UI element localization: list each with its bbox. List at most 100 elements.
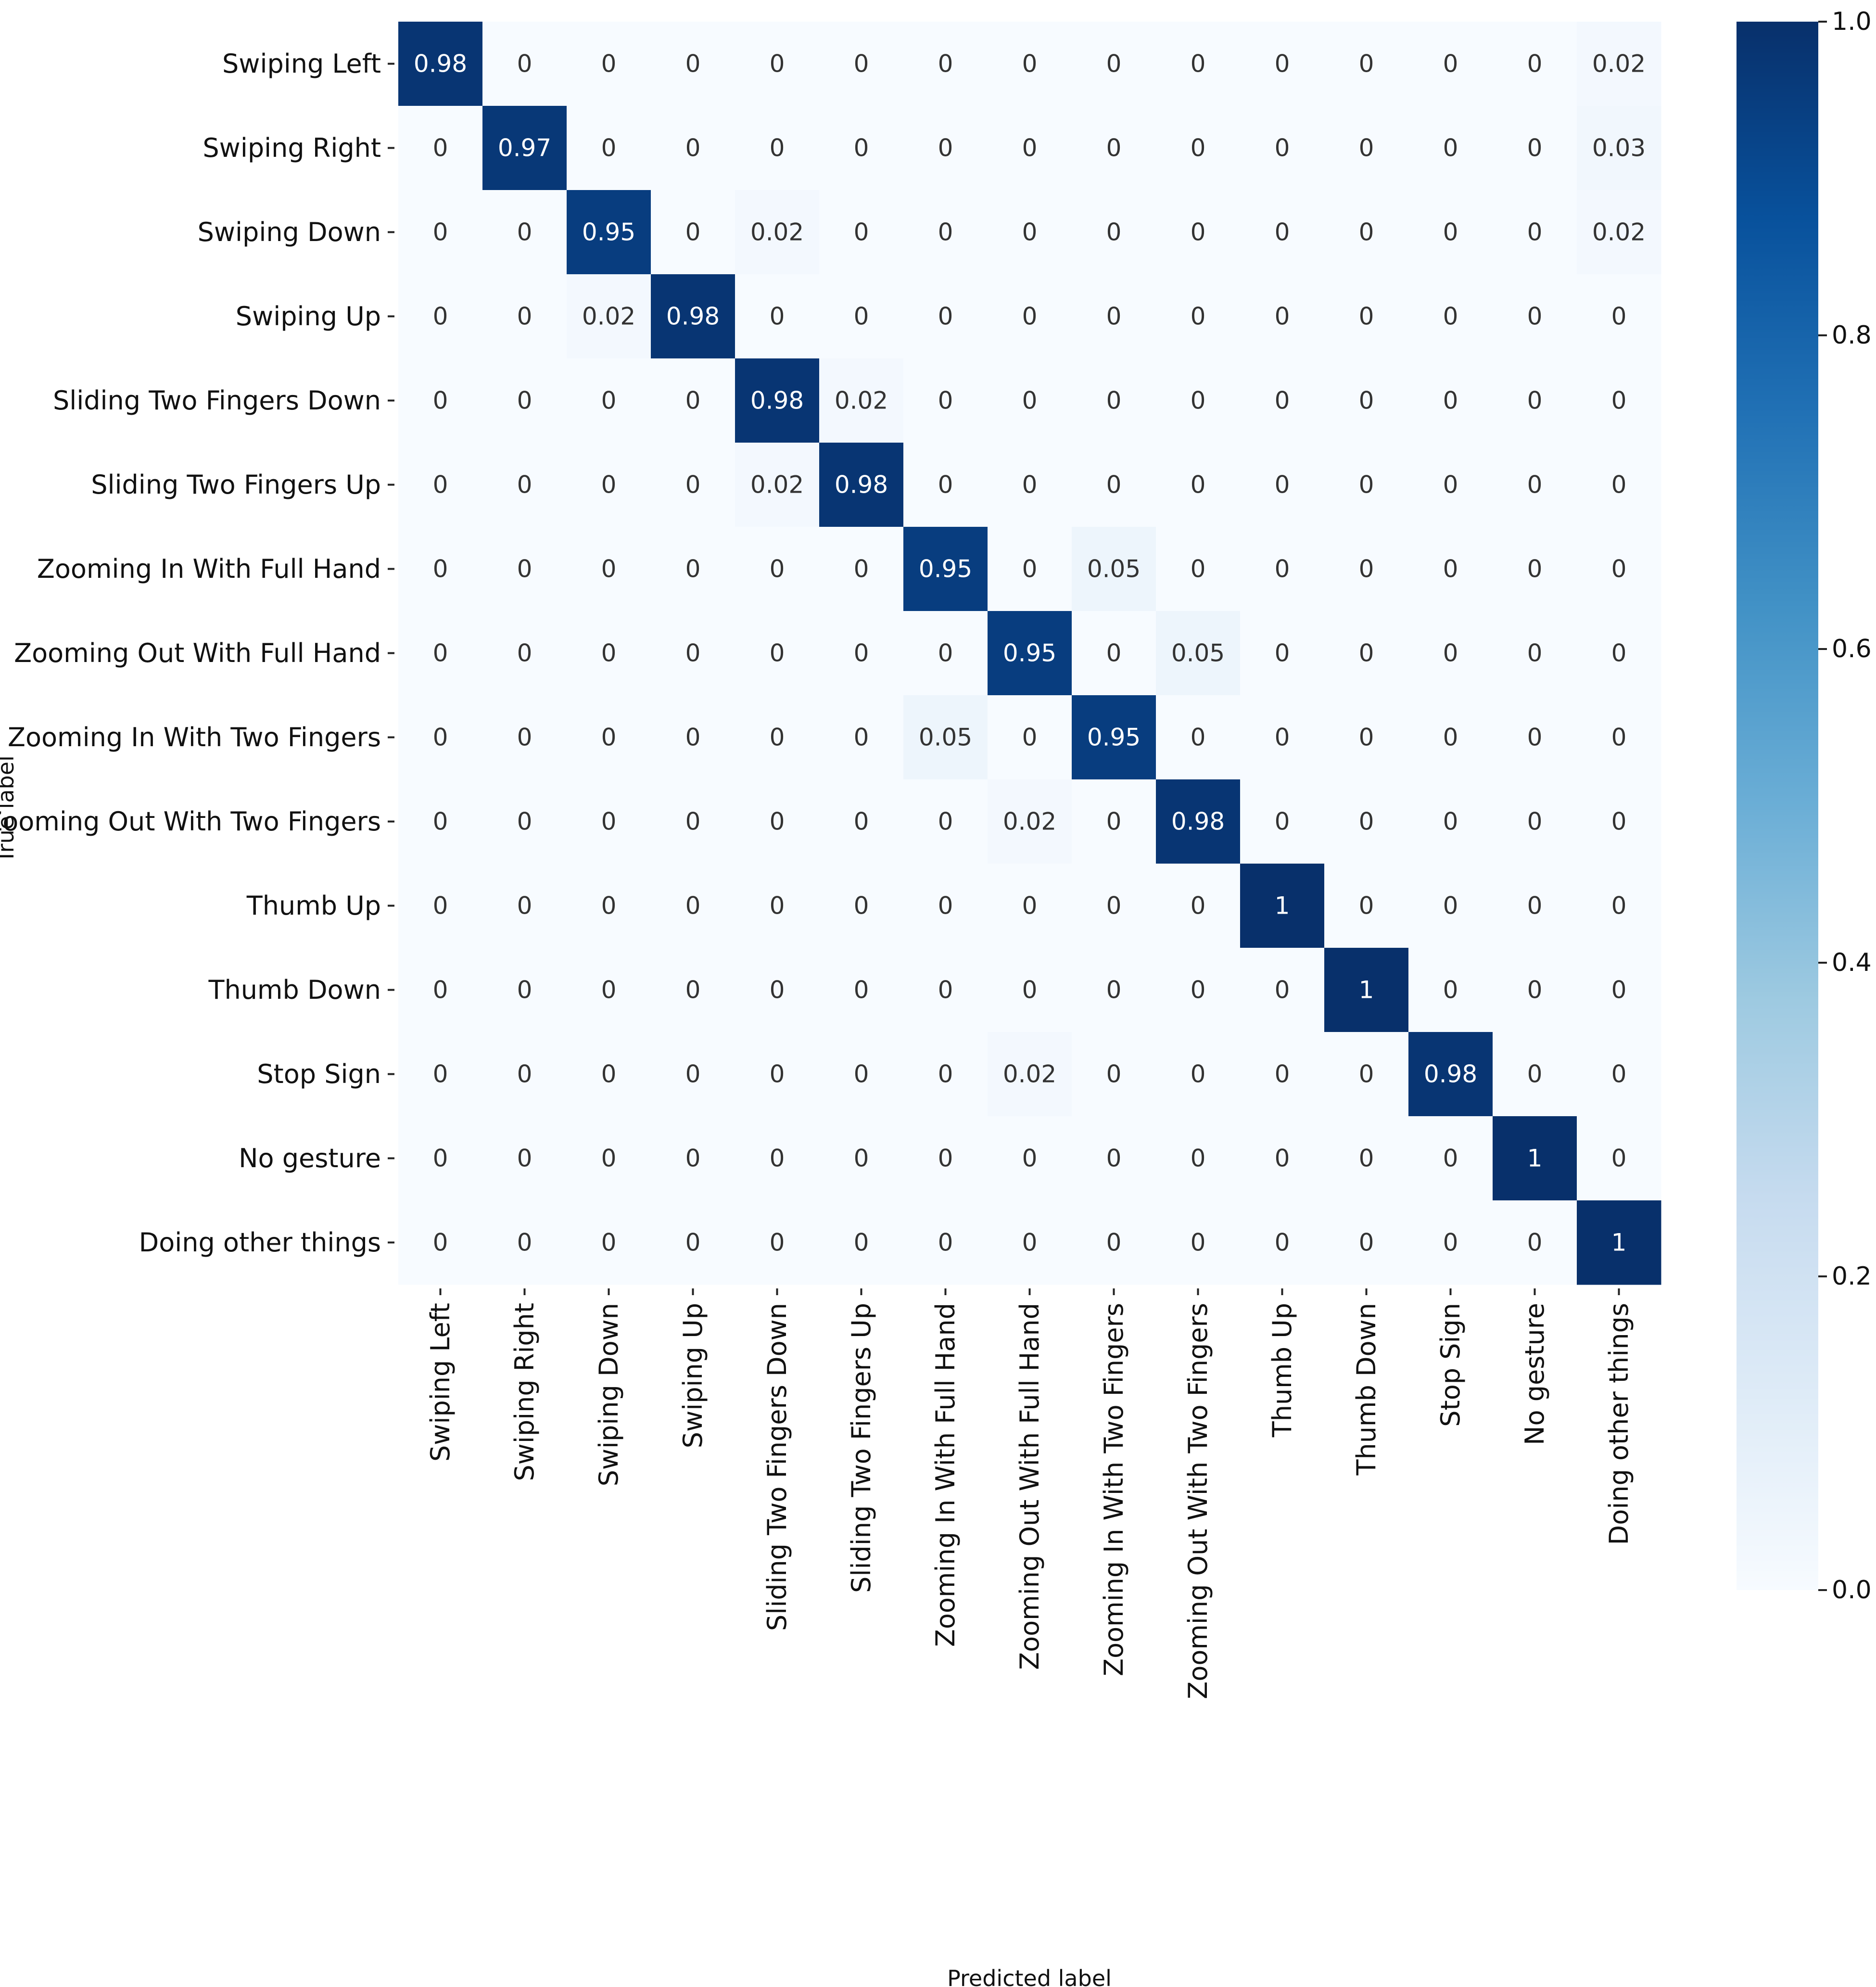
heatmap-cell [1324, 779, 1409, 864]
heatmap-cell [1240, 864, 1325, 948]
heatmap-cell [1072, 274, 1156, 359]
cell-value-label: 0 [854, 50, 869, 78]
heatmap-cell [1577, 358, 1661, 443]
heatmap-cell [1493, 1032, 1577, 1117]
cell-value-label: 0 [1191, 892, 1206, 920]
cell-value-label: 0 [433, 1145, 448, 1172]
heatmap-cell [1072, 611, 1156, 696]
heatmap-cell [651, 1116, 735, 1201]
cell-value-label: 0.02 [1003, 1060, 1056, 1088]
heatmap-cell [1324, 1032, 1409, 1117]
heatmap-cell [482, 1116, 567, 1201]
cell-value-label: 0 [1527, 555, 1543, 583]
heatmap-cell [1408, 527, 1493, 611]
heatmap-cell [1408, 1032, 1493, 1117]
heatmap-cell [1324, 695, 1409, 780]
heatmap-cell [1240, 695, 1325, 780]
cell-value-label: 0.02 [582, 303, 635, 331]
heatmap-cell [735, 1032, 820, 1117]
heatmap-cell [1577, 779, 1661, 864]
heatmap-cell [651, 1200, 735, 1285]
cell-value-label: 0 [938, 976, 953, 1004]
y-tick-label: Thumb Up [246, 891, 381, 921]
heatmap-cell [1072, 527, 1156, 611]
heatmap-cell [482, 106, 567, 191]
cell-value-label: 0 [433, 724, 448, 751]
heatmap-cell [1324, 22, 1409, 106]
heatmap-cell [398, 22, 483, 106]
heatmap-cell [1240, 190, 1325, 275]
cell-value-label: 0 [1359, 218, 1374, 246]
cell-value-label: 0 [938, 218, 953, 246]
cell-value-label: 0 [601, 1145, 617, 1172]
cell-value-label: 0 [1359, 50, 1374, 78]
cell-value-label: 0 [1443, 555, 1458, 583]
heatmap-cell [398, 695, 483, 780]
cell-value-label: 0 [1359, 387, 1374, 415]
heatmap-cell [1577, 22, 1661, 106]
cell-value-label: 0 [1275, 218, 1290, 246]
cell-value-label: 0 [1527, 976, 1543, 1004]
x-tick-label: Zooming Out With Full Hand [1014, 1303, 1045, 1670]
heatmap-cell [398, 1200, 483, 1285]
cell-value-label: 0 [770, 976, 785, 1004]
heatmap-cell [1156, 527, 1241, 611]
cell-value-label: 0 [1191, 50, 1206, 78]
cell-value-label: 0 [1359, 471, 1374, 499]
heatmap-cell [988, 274, 1072, 359]
heatmap-cell [1072, 1032, 1156, 1117]
cell-value-label: 0 [1106, 1060, 1122, 1088]
heatmap-cell [398, 948, 483, 1032]
cell-value-label: 0 [1275, 50, 1290, 78]
cell-value-label: 0 [1275, 555, 1290, 583]
cell-value-label: 0 [770, 134, 785, 162]
cell-value-label: 0 [854, 134, 869, 162]
heatmap-cell [398, 443, 483, 527]
heatmap-cell [1577, 695, 1661, 780]
cell-value-label: 0 [517, 471, 532, 499]
cell-value-label: 0 [1443, 724, 1458, 751]
heatmap-cell [482, 1032, 567, 1117]
heatmap-cell [567, 695, 651, 780]
heatmap-cell [567, 358, 651, 443]
cell-value-label: 0 [1359, 1145, 1374, 1172]
cell-value-label: 0 [433, 1060, 448, 1088]
heatmap-cell [651, 22, 735, 106]
heatmap-cell [988, 22, 1072, 106]
cell-value-label: 0 [1611, 1060, 1627, 1088]
heatmap-cell [398, 106, 483, 191]
heatmap-cell [1240, 948, 1325, 1032]
heatmap-cell [819, 695, 904, 780]
heatmap-cell [567, 1032, 651, 1117]
cell-value-label: 0 [685, 724, 701, 751]
heatmap-cell [1577, 1200, 1661, 1285]
cell-value-label: 0 [1527, 639, 1543, 667]
heatmap-cell [819, 864, 904, 948]
heatmap-cell [903, 1032, 988, 1117]
heatmap-cell [1577, 611, 1661, 696]
heatmap-cell [1072, 948, 1156, 1032]
heatmap-cell [1240, 358, 1325, 443]
heatmap-cell [819, 1116, 904, 1201]
heatmap-cell [567, 779, 651, 864]
heatmap-cell [1240, 1116, 1325, 1201]
cell-value-label: 0 [1106, 1229, 1122, 1257]
x-tick-label: Sliding Two Fingers Down [762, 1303, 792, 1631]
heatmap-cell [903, 527, 988, 611]
cell-value-label: 0 [1022, 724, 1038, 751]
heatmap-cell [903, 864, 988, 948]
cell-value-label: 0 [1022, 50, 1038, 78]
x-tick-label: Zooming In With Two Fingers [1099, 1303, 1129, 1676]
heatmap-cell [1156, 190, 1241, 275]
cell-value-label: 0.02 [1592, 218, 1646, 246]
heatmap-cell [1493, 190, 1577, 275]
cell-value-label: 0 [1527, 218, 1543, 246]
heatmap-cell [651, 443, 735, 527]
cell-value-label: 0 [938, 471, 953, 499]
cell-value-label: 0 [1443, 1145, 1458, 1172]
heatmap-cell [903, 948, 988, 1032]
heatmap-cell [819, 779, 904, 864]
heatmap-cell [1072, 22, 1156, 106]
heatmap-cell [1577, 864, 1661, 948]
heatmap-cell [482, 611, 567, 696]
